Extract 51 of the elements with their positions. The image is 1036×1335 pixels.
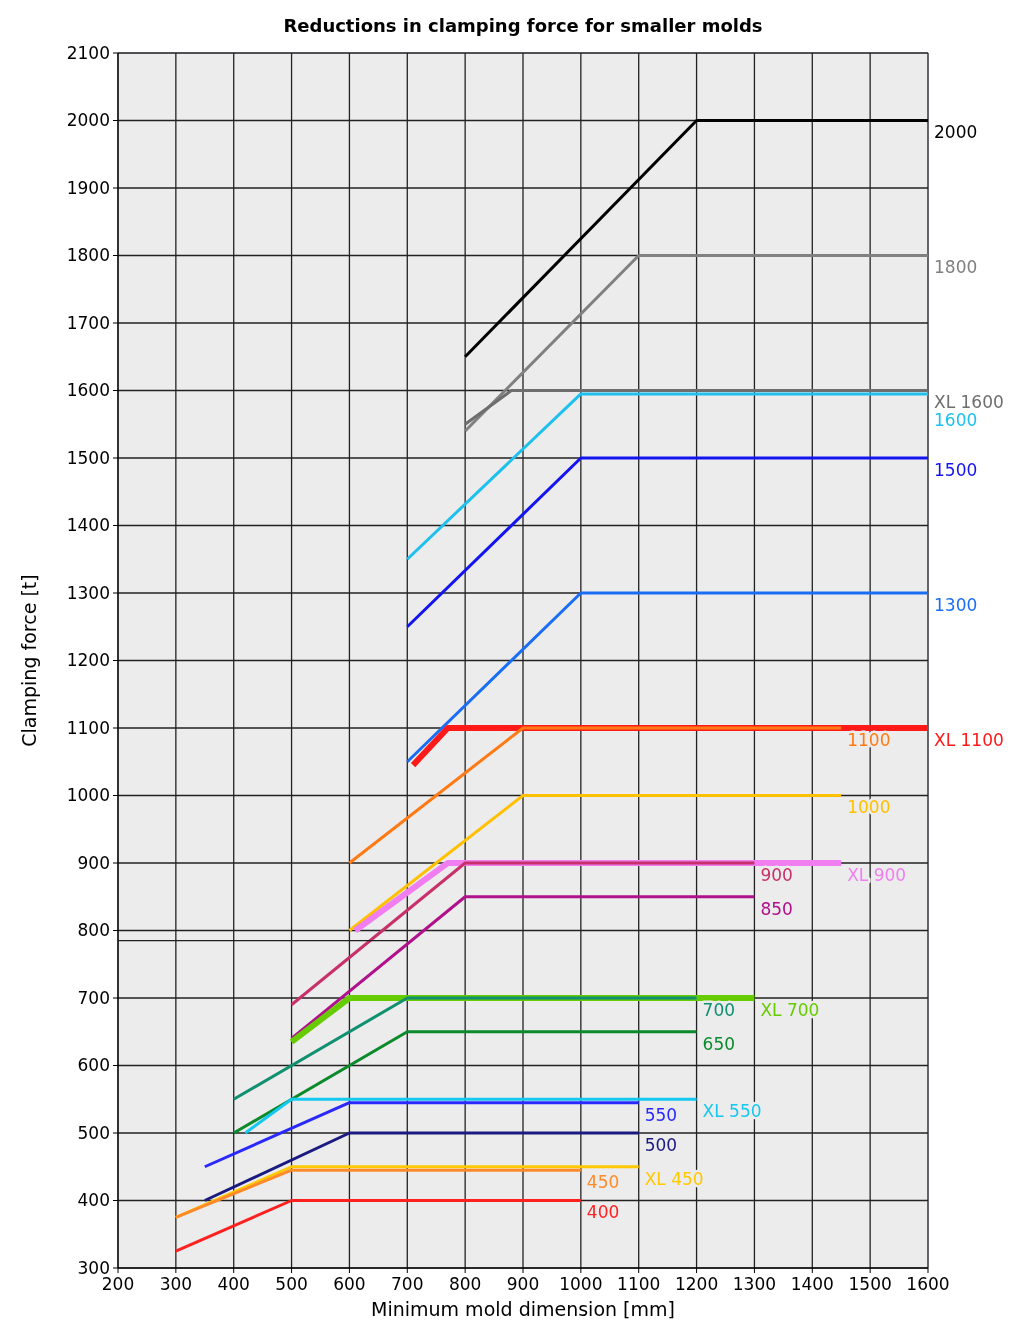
x-tick-label: 500 xyxy=(275,1274,308,1294)
y-tick-label: 1500 xyxy=(66,447,110,468)
y-tick-label: 1200 xyxy=(66,650,110,671)
y-tick-label: 1000 xyxy=(66,785,110,806)
y-tick-label: 800 xyxy=(77,920,110,941)
y-tick-label: 400 xyxy=(77,1190,110,1211)
x-tick-label: 1200 xyxy=(674,1274,719,1294)
series-label: 1500 xyxy=(934,459,978,480)
y-tick-label: 700 xyxy=(77,987,110,1008)
y-tick-label: 600 xyxy=(77,1055,110,1076)
y-axis-title: Clamping force [t] xyxy=(18,574,40,747)
chart-title: Reductions in clamping force for smaller molds xyxy=(283,15,763,36)
y-tick-label: 1900 xyxy=(66,177,110,198)
y-tick-label: 900 xyxy=(77,852,110,873)
y-tick-label: 1300 xyxy=(66,582,110,603)
x-tick-label: 300 xyxy=(159,1274,193,1294)
y-tick-label: 2100 xyxy=(66,42,110,63)
x-axis-title: Minimum mold dimension [mm] xyxy=(371,1298,675,1320)
x-tick-label: 900 xyxy=(506,1274,540,1294)
series-label: 1600 xyxy=(934,410,978,431)
y-tick-label: 1700 xyxy=(66,312,110,333)
series-label: XL 900 xyxy=(847,864,907,885)
series-label: 2000 xyxy=(934,122,978,143)
y-tick-label: 500 xyxy=(77,1122,110,1143)
series-label: XL 1100 xyxy=(934,729,1004,750)
y-tick-label: 1400 xyxy=(66,515,110,536)
series-label: 400 xyxy=(586,1202,620,1223)
series-label: 700 xyxy=(702,999,736,1020)
series-label: 850 xyxy=(760,898,793,919)
series-label: 900 xyxy=(760,864,793,885)
x-tick-label: 400 xyxy=(217,1274,250,1294)
x-tick-label: 600 xyxy=(333,1274,366,1294)
x-tick-label: 700 xyxy=(391,1274,424,1294)
series-label: 550 xyxy=(644,1104,678,1125)
x-tick-label: 1100 xyxy=(617,1274,661,1294)
x-tick-label: 1600 xyxy=(906,1274,950,1294)
series-label: 1800 xyxy=(934,257,978,278)
series-label: 500 xyxy=(644,1134,678,1155)
y-tick-label: 1600 xyxy=(66,380,110,401)
series-label: 650 xyxy=(702,1033,736,1054)
series-label: 1300 xyxy=(934,594,978,615)
x-tick-label: 1000 xyxy=(559,1274,603,1294)
x-tick-label: 1400 xyxy=(790,1274,834,1294)
x-tick-label: 1300 xyxy=(732,1274,777,1294)
y-tick-label: 1800 xyxy=(66,245,110,266)
y-tick-label: 1100 xyxy=(66,717,110,738)
x-tick-label: 1500 xyxy=(848,1274,892,1294)
y-tick-label: 2000 xyxy=(66,110,110,131)
series-label: XL 1600 xyxy=(934,392,1004,413)
x-tick-label: 800 xyxy=(448,1274,482,1294)
series-label: 450 xyxy=(586,1172,620,1193)
